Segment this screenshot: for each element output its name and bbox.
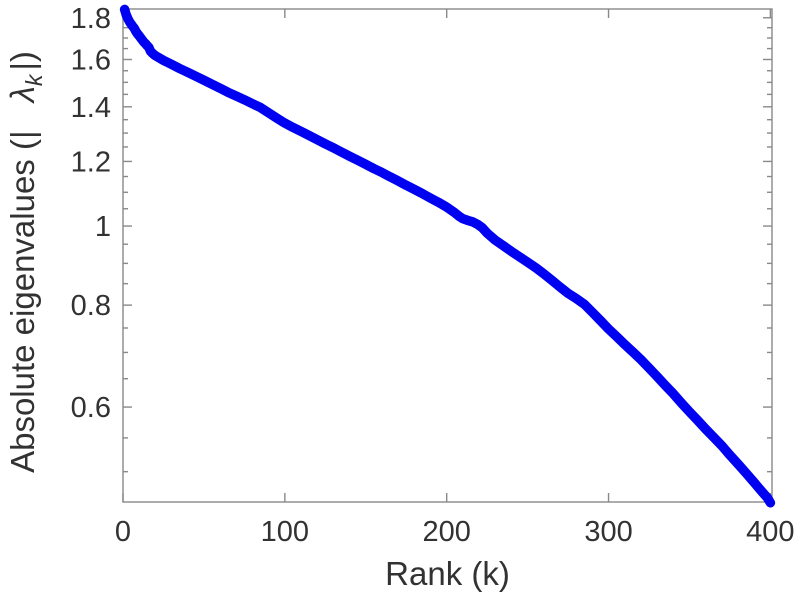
x-tick-label: 100	[261, 516, 309, 548]
y-tick-label: 0.8	[71, 290, 111, 322]
y-axis-label-prefix: Absolute eigenvalues (|	[4, 130, 42, 473]
y-tick-label: 1.4	[71, 92, 111, 124]
x-tick-label: 0	[115, 516, 131, 548]
y-tick-label: 0.6	[71, 392, 111, 424]
y-axis-label-suffix: |)	[4, 51, 42, 71]
x-axis-label-text: Rank (k)	[385, 555, 510, 592]
plot-box	[122, 8, 773, 503]
x-axis-label: Rank (k)	[123, 555, 772, 593]
y-tick-label: 1.8	[71, 3, 111, 35]
lambda-subscript: k	[20, 74, 47, 87]
x-tick-label: 300	[584, 516, 632, 548]
eigenvalue-curve	[119, 4, 776, 508]
x-tick-label: 400	[746, 516, 794, 548]
y-tick-label: 1	[95, 211, 111, 243]
y-tick-label: 1.6	[71, 44, 111, 76]
x-tick-label: 200	[422, 516, 470, 548]
lambda-symbol: λ	[4, 86, 42, 103]
y-tick-label: 1.2	[71, 146, 111, 178]
y-axis-label: Absolute eigenvalues (| λk |)	[4, 51, 48, 473]
